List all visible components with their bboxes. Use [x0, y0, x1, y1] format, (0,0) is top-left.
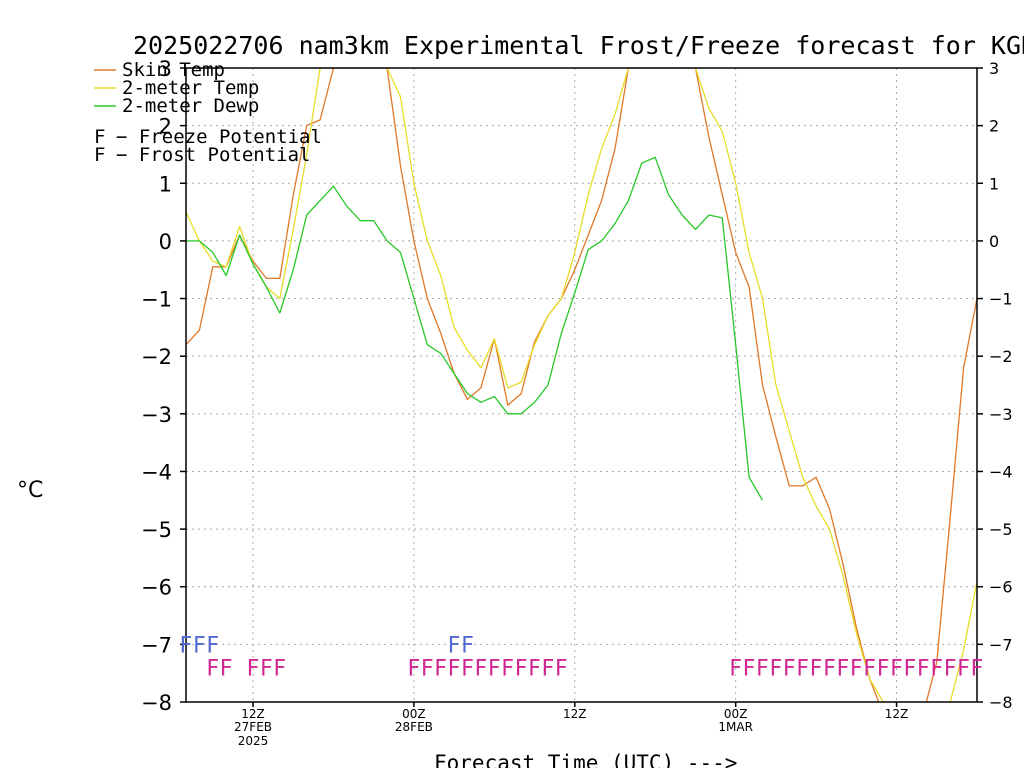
freeze-mark: F: [783, 656, 796, 681]
x-tick-label: 12Z: [563, 707, 587, 721]
freeze-mark: F: [890, 656, 903, 681]
freeze-mark: F: [823, 656, 836, 681]
x-tick-label: 00Z: [402, 707, 426, 721]
freeze-mark: F: [810, 656, 823, 681]
y-tick-label-left: 3: [159, 57, 172, 81]
x-tick-year: 2025: [238, 734, 269, 748]
freeze-mark: F: [944, 656, 957, 681]
frost-mark: F: [193, 633, 206, 658]
y-tick-label-left: −7: [141, 633, 172, 657]
x-tick-date: 1MAR: [718, 720, 753, 734]
freeze-mark: F: [743, 656, 756, 681]
freeze-mark: F: [421, 656, 434, 681]
frost-mark: F: [180, 633, 193, 658]
axes: 3 3 2 2 1 1 0 0 −1 −1 −2 −2 −3 −3 −4 −4 −5 −5 −6 −6 −7 −7 −8 −8…: [141, 57, 1013, 748]
frost-mark: F: [206, 633, 219, 658]
freeze-mark: F: [461, 656, 474, 681]
freeze-mark: F: [729, 656, 742, 681]
y-tick-label-left: 1: [159, 172, 172, 196]
freeze-mark: F: [930, 656, 943, 681]
freeze-mark: F: [408, 656, 421, 681]
frost-mark: F: [461, 633, 474, 658]
freeze-mark: F: [555, 656, 568, 681]
freeze-mark: F: [837, 656, 850, 681]
grid: [186, 68, 977, 702]
freeze-mark: F: [274, 656, 287, 681]
x-tick-date: 27FEB: [234, 720, 272, 734]
freeze-mark: F: [247, 656, 260, 681]
y-tick-label-left: −2: [141, 345, 172, 369]
x-axis-label: Forecast Time (UTC) --->: [434, 751, 737, 768]
y-tick-label-left: 2: [159, 115, 172, 139]
x-tick-label: 12Z: [885, 707, 909, 721]
y-tick-label-right: −1: [989, 290, 1013, 309]
y-tick-label-right: −3: [989, 405, 1013, 424]
series-line-2-meter-temp: [186, 68, 977, 702]
freeze-mark: F: [877, 656, 890, 681]
y-tick-label-left: −5: [141, 518, 172, 542]
freeze-mark: F: [796, 656, 809, 681]
freeze-mark: F: [220, 656, 233, 681]
freeze-mark: F: [971, 656, 984, 681]
freeze-mark: F: [475, 656, 488, 681]
freeze-mark: F: [488, 656, 501, 681]
freeze-mark: F: [260, 656, 273, 681]
freeze-mark: F: [206, 656, 219, 681]
y-tick-label-left: −1: [141, 288, 172, 312]
x-tick-label: 12Z: [241, 707, 265, 721]
y-tick-label-right: 1: [989, 174, 999, 193]
x-tick-date: 28FEB: [395, 720, 433, 734]
freeze-mark: F: [528, 656, 541, 681]
y-tick-label-right: −2: [989, 347, 1013, 366]
series-line-2-meter-dewp: [186, 156, 764, 501]
potential-marks: F F F F FF F F F F F F F F F F F F F F F F F F F F F F F F F F F F F F F F F F…: [180, 633, 984, 681]
y-tick-label-right: 2: [989, 117, 999, 136]
y-tick-label-right: −7: [989, 635, 1013, 654]
y-tick-label-right: 3: [989, 59, 999, 78]
y-tick-label-right: −4: [989, 462, 1013, 481]
frost-mark: F: [448, 633, 461, 658]
x-tick-label: 00Z: [724, 707, 748, 721]
y-tick-label-left: −6: [141, 576, 172, 600]
freeze-mark: F: [501, 656, 514, 681]
freeze-mark: F: [756, 656, 769, 681]
plot-area: [185, 67, 978, 703]
legend-freeze-mark: F: [94, 126, 105, 148]
series-layer: [186, 68, 977, 702]
y-tick-label-left: −4: [141, 460, 172, 484]
y-tick-label-right: −8: [989, 693, 1013, 712]
freeze-mark: F: [850, 656, 863, 681]
freeze-mark: F: [515, 656, 528, 681]
freeze-mark: F: [957, 656, 970, 681]
y-tick-label-right: −6: [989, 578, 1013, 597]
legend-frost-label: − Frost Potential: [116, 144, 310, 166]
legend-label: 2-meter Dewp: [122, 95, 259, 117]
legend-label: Skin Temp: [122, 59, 225, 81]
freeze-mark: F: [448, 656, 461, 681]
legend-label: 2-meter Temp: [122, 77, 259, 99]
series-line-skin-temp: [186, 68, 977, 702]
y-tick-label-left: −3: [141, 403, 172, 427]
freeze-mark: F: [542, 656, 555, 681]
y-tick-label-left: −8: [141, 691, 172, 715]
legend-freeze-label: − Freeze Potential: [116, 126, 322, 148]
y-tick-label-right: −5: [989, 520, 1013, 539]
freeze-mark: F: [434, 656, 447, 681]
freeze-mark: F: [904, 656, 917, 681]
legend-frost-mark: F: [94, 144, 105, 166]
y-tick-label-left: 0: [159, 230, 172, 254]
freeze-mark: F: [917, 656, 930, 681]
freeze-mark: F: [770, 656, 783, 681]
y-axis-label: °C: [17, 478, 43, 503]
freeze-mark: F: [863, 656, 876, 681]
chart-title: 2025022706 nam3km Experimental Frost/Fre…: [133, 31, 1024, 60]
y-tick-label-right: 0: [989, 232, 999, 251]
